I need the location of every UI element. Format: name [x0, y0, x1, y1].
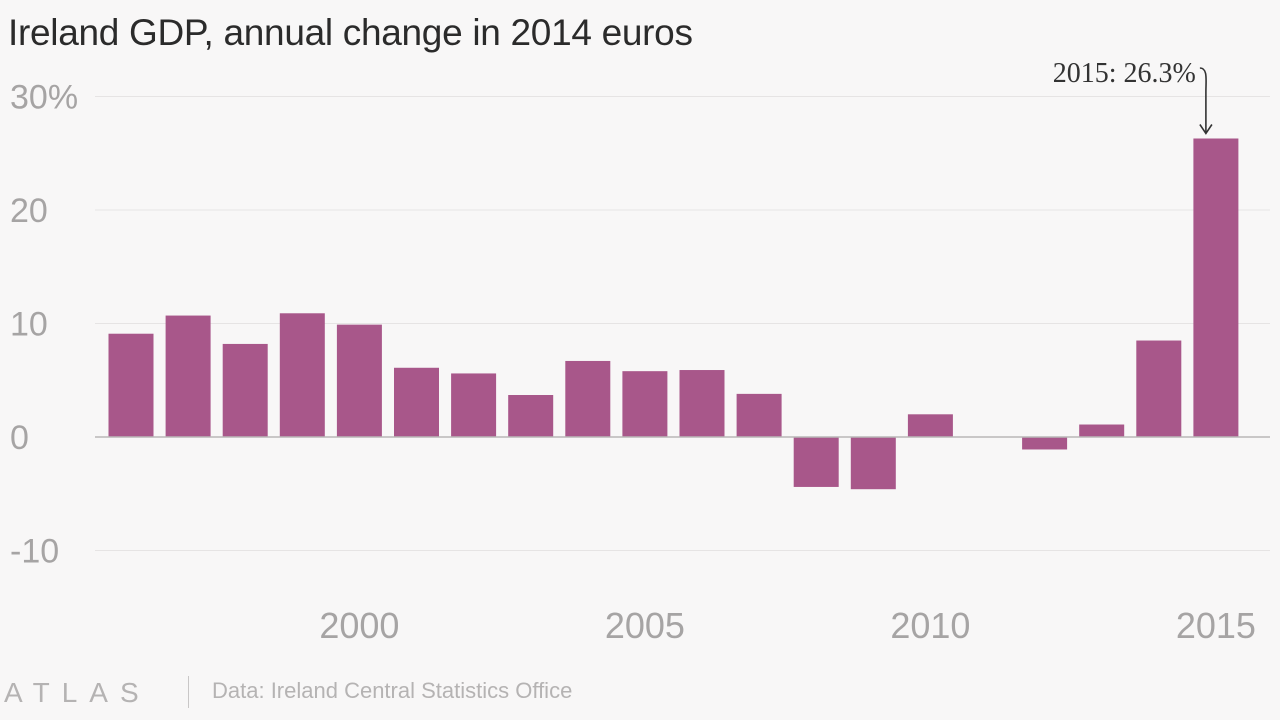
y-tick-label: 30%	[10, 79, 78, 117]
y-tick-label: 0	[10, 419, 29, 457]
annotation: 2015: 26.3%	[1053, 58, 1213, 135]
bar-2006	[679, 370, 725, 437]
chart-title: Ireland GDP, annual change in 2014 euros	[8, 12, 693, 53]
bar-2009	[850, 437, 896, 490]
bar-2008	[793, 437, 839, 487]
bar-1996	[108, 333, 154, 437]
bar-2005	[622, 371, 668, 437]
bar-2013	[1079, 424, 1125, 437]
bar-2000	[336, 324, 382, 437]
bar-2014	[1136, 340, 1182, 437]
x-axis-ticks: 2000 2005 2010 2015	[319, 605, 1256, 646]
bar-2007	[736, 393, 782, 437]
y-tick-label: 20	[10, 192, 48, 230]
footer: ATLAS Data: Ireland Central Statistics O…	[0, 672, 1280, 708]
annotation-arrow	[1199, 67, 1207, 133]
x-tick-label: 2015	[1176, 605, 1256, 646]
footer-divider	[188, 676, 189, 708]
bar-2001	[394, 367, 439, 437]
atlas-logo: ATLAS	[4, 677, 151, 708]
x-tick-label: 2010	[890, 605, 970, 646]
y-axis-ticks: -10 0 10 20 30%	[10, 79, 78, 571]
bars	[108, 138, 1239, 490]
bar-1999	[279, 313, 325, 437]
bar-2004	[565, 360, 611, 437]
bar-2012	[1022, 437, 1068, 450]
x-tick-label: 2005	[605, 605, 685, 646]
annotation-arrowhead	[1199, 124, 1213, 135]
y-tick-label: -10	[10, 533, 59, 571]
data-source: Data: Ireland Central Statistics Office	[212, 678, 573, 703]
bar-chart: -10 0 10 20 30% 2000 2005 2010 2015 2015: 26.3%	[10, 58, 1270, 646]
gridlines	[95, 96, 1270, 551]
bar-1997	[165, 315, 211, 437]
annotation-label: 2015: 26.3%	[1053, 58, 1196, 89]
y-tick-label: 10	[10, 306, 48, 344]
x-tick-label: 2000	[319, 605, 399, 646]
bar-2003	[508, 395, 554, 437]
bar-2002	[451, 373, 497, 437]
bar-1998	[222, 343, 268, 437]
bar-2010	[907, 414, 953, 437]
bar-2015	[1193, 138, 1239, 437]
